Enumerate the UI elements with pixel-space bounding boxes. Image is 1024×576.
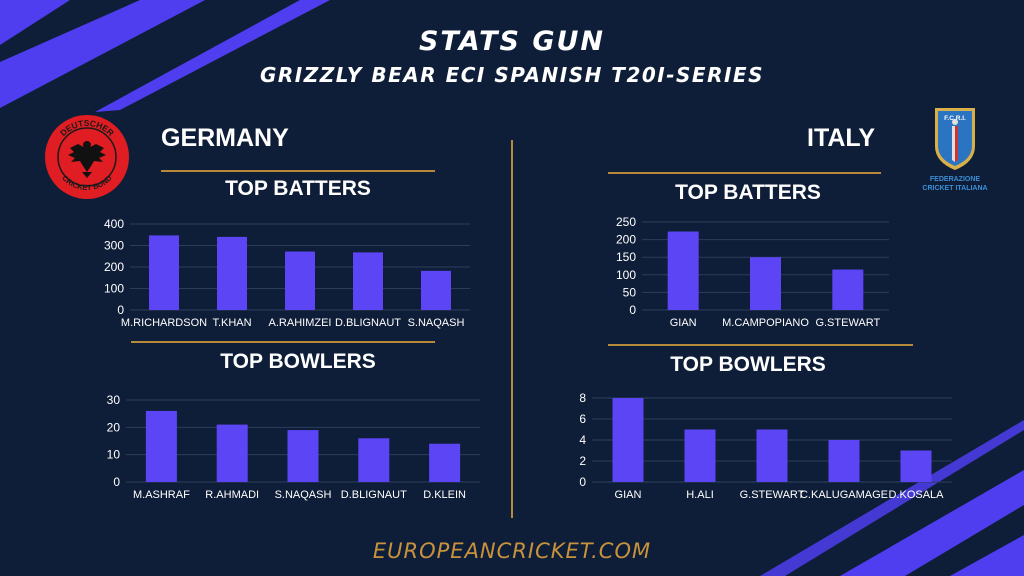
italy-bowlers-xlabel: C.KALUGAMAGE <box>800 489 888 501</box>
germany-batters-bar <box>285 251 315 310</box>
germany-bowlers-bar <box>145 410 177 482</box>
italy-batters-chart: 0 50 100 150 200 250 GIAN M.CAMPOPIANO G.STEWART <box>616 215 889 329</box>
italy-batters-bar <box>667 231 699 310</box>
germany-logo: DEUTSCHER CRICKET BUND <box>44 114 130 200</box>
germany-batters-xlabel: T.KHAN <box>212 317 251 329</box>
italy-bowlers-xlabel: G.STEWART <box>740 489 805 501</box>
italy-mid-rule <box>608 344 913 346</box>
italy-logo: F.C.R.I. FEDERAZIONE CRICKET ITALIANA <box>915 106 995 192</box>
germany-bowlers-xlabel: S.NAQASH <box>275 489 332 501</box>
italy-bowlers-bar <box>828 440 860 482</box>
germany-batters-bar <box>149 235 179 310</box>
germany-bowlers-bar <box>287 430 319 482</box>
stripe-bottom-right-1 <box>840 470 1024 576</box>
italy-batters-bar <box>750 257 781 310</box>
germany-bowlers-bar <box>216 424 248 482</box>
germany-mid-rule <box>131 341 435 343</box>
italy-bowlers-ytick: 6 <box>579 412 586 426</box>
germany-bowlers-xlabel: M.ASHRAF <box>133 489 190 501</box>
italy-bowlers-bar <box>900 450 932 482</box>
italy-bowlers-xlabel: H.ALI <box>686 489 714 501</box>
italy-bowlers-ytick: 8 <box>579 391 586 405</box>
germany-bowlers-ytick: 10 <box>107 448 121 462</box>
italy-batters-bar <box>832 269 864 310</box>
italy-bowlers-ytick: 0 <box>579 475 586 489</box>
stripe-top-left-3 <box>95 0 330 112</box>
germany-batters-ytick: 400 <box>104 217 124 231</box>
italy-header-rule <box>608 172 881 174</box>
germany-header-rule <box>161 170 435 172</box>
italy-bowlers-bar <box>684 429 716 482</box>
italy-bowlers-xlabel: GIAN <box>615 489 642 501</box>
germany-title: GERMANY <box>161 124 289 152</box>
italy-bowlers-bar <box>756 429 788 482</box>
germany-bowlers-ytick: 30 <box>107 393 121 407</box>
germany-batters-heading: TOP BATTERS <box>225 177 371 200</box>
italy-batters-heading: TOP BATTERS <box>675 181 821 204</box>
italy-logo-text-2: CRICKET ITALIANA <box>922 185 987 192</box>
germany-batters-chart: 0 100 200 300 400 M.RICHARDSON T.KHAN A.RAHIMZE… <box>104 217 470 329</box>
germany-bowlers-xlabel: D.BLIGNAUT <box>341 489 407 501</box>
stripe-bottom-right-2 <box>950 535 1024 576</box>
italy-batters-ytick: 0 <box>629 303 636 317</box>
germany-batters-ytick: 200 <box>104 260 124 274</box>
italy-batters-ytick: 150 <box>616 250 636 264</box>
germany-batters-ytick: 100 <box>104 282 124 296</box>
germany-bowlers-ytick: 20 <box>107 420 121 434</box>
germany-bowlers-ytick: 0 <box>113 475 120 489</box>
italy-bowlers-xlabel: D.KOSALA <box>888 489 944 501</box>
italy-bowlers-ytick: 2 <box>579 454 586 468</box>
italy-batters-xlabel: M.CAMPOPIANO <box>722 317 809 329</box>
germany-batters-ytick: 300 <box>104 239 124 253</box>
italy-bowlers-bar <box>612 398 644 482</box>
italy-batters-ytick: 50 <box>623 285 637 299</box>
italy-batters-xlabel: GIAN <box>670 317 697 329</box>
italy-batters-ytick: 250 <box>616 215 636 229</box>
germany-batters-xlabel: M.RICHARDSON <box>121 317 207 329</box>
germany-bowlers-heading: TOP BOWLERS <box>220 350 376 373</box>
germany-bowlers-bar <box>429 443 461 482</box>
germany-batters-bar <box>353 252 383 310</box>
italy-bowlers-heading: TOP BOWLERS <box>670 353 826 376</box>
italy-bowlers-ytick: 4 <box>579 433 586 447</box>
italy-batters-ytick: 100 <box>616 268 636 282</box>
italy-title: ITALY <box>807 124 876 152</box>
italy-logo-badge: F.C.R.I. <box>944 115 966 122</box>
italy-batters-xlabel: G.STEWART <box>815 317 880 329</box>
germany-batters-ytick: 0 <box>117 303 124 317</box>
footer-website[interactable]: EUROPEANCRICKET.COM <box>372 539 652 563</box>
germany-batters-bar <box>421 270 451 310</box>
germany-batters-bar <box>217 236 247 310</box>
germany-bowlers-xlabel: D.KLEIN <box>423 489 466 501</box>
germany-batters-xlabel: S.NAQASH <box>408 317 465 329</box>
germany-batters-xlabel: A.RAHIMZEI <box>269 317 332 329</box>
page-subtitle: GRIZZLY BEAR ECI SPANISH T20I-SERIES <box>259 63 764 87</box>
italy-batters-ytick: 200 <box>616 233 636 247</box>
stripe-top-left-2 <box>0 0 205 108</box>
germany-batters-xlabel: D.BLIGNAUT <box>335 317 401 329</box>
germany-bowlers-bar <box>358 438 390 482</box>
page-title: STATS GUN <box>418 26 606 57</box>
germany-bowlers-xlabel: R.AHMADI <box>205 489 259 501</box>
eagle-icon <box>68 141 106 178</box>
italy-logo-text-1: FEDERAZIONE <box>930 176 981 183</box>
stripe-bottom-right-3 <box>760 420 1024 576</box>
stripe-top-left-1 <box>0 0 70 45</box>
germany-bowlers-chart: 0 10 20 30 M.ASHRAF R.AHMADI S.NAQASH D.BLIGNAU… <box>107 393 480 501</box>
